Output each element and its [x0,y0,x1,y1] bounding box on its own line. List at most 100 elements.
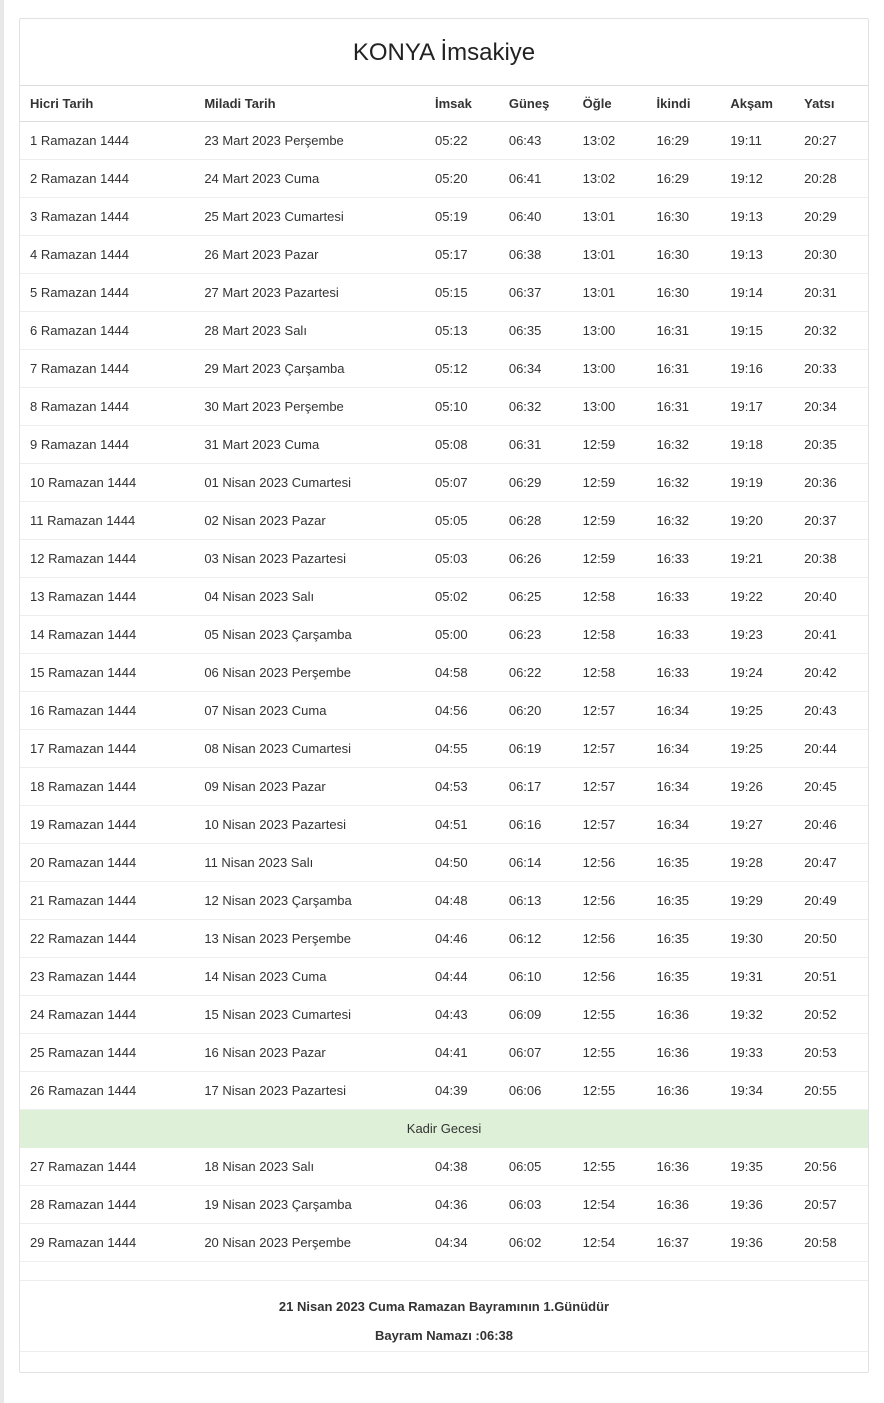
cell-ikindi: 16:30 [647,198,721,236]
cell-imsak: 04:48 [425,882,499,920]
kadir-gecesi-label: Kadir Gecesi [20,1110,868,1148]
cell-miladi: 18 Nisan 2023 Salı [194,1148,425,1186]
cell-hicri: 24 Ramazan 1444 [20,996,194,1034]
cell-aksam: 19:31 [720,958,794,996]
cell-aksam: 19:36 [720,1224,794,1262]
cell-ogle: 13:00 [573,350,647,388]
cell-ogle: 12:56 [573,958,647,996]
cell-imsak: 04:36 [425,1186,499,1224]
col-ogle: Öğle [573,86,647,122]
cell-hicri: 8 Ramazan 1444 [20,388,194,426]
cell-miladi: 14 Nisan 2023 Cuma [194,958,425,996]
cell-imsak: 05:02 [425,578,499,616]
cell-gunes: 06:35 [499,312,573,350]
cell-aksam: 19:26 [720,768,794,806]
cell-aksam: 19:30 [720,920,794,958]
cell-aksam: 19:17 [720,388,794,426]
cell-miladi: 31 Mart 2023 Cuma [194,426,425,464]
table-row: 27 Ramazan 144418 Nisan 2023 Salı04:3806… [20,1148,868,1186]
table-row: 25 Ramazan 144416 Nisan 2023 Pazar04:410… [20,1034,868,1072]
imsakiye-table: Hicri Tarih Miladi Tarih İmsak Güneş Öğl… [20,85,868,1262]
cell-ogle: 13:02 [573,160,647,198]
cell-miladi: 24 Mart 2023 Cuma [194,160,425,198]
table-row: 15 Ramazan 144406 Nisan 2023 Perşembe04:… [20,654,868,692]
cell-ikindi: 16:29 [647,122,721,160]
cell-imsak: 04:51 [425,806,499,844]
col-miladi: Miladi Tarih [194,86,425,122]
col-yatsi: Yatsı [794,86,868,122]
cell-yatsi: 20:44 [794,730,868,768]
cell-yatsi: 20:46 [794,806,868,844]
cell-aksam: 19:20 [720,502,794,540]
cell-miladi: 02 Nisan 2023 Pazar [194,502,425,540]
cell-ikindi: 16:33 [647,616,721,654]
cell-gunes: 06:23 [499,616,573,654]
cell-hicri: 13 Ramazan 1444 [20,578,194,616]
cell-imsak: 05:15 [425,274,499,312]
cell-imsak: 04:38 [425,1148,499,1186]
table-row: 13 Ramazan 144404 Nisan 2023 Salı05:0206… [20,578,868,616]
cell-aksam: 19:15 [720,312,794,350]
cell-miladi: 16 Nisan 2023 Pazar [194,1034,425,1072]
cell-imsak: 05:22 [425,122,499,160]
cell-gunes: 06:17 [499,768,573,806]
cell-aksam: 19:33 [720,1034,794,1072]
cell-ikindi: 16:33 [647,578,721,616]
cell-miladi: 28 Mart 2023 Salı [194,312,425,350]
col-ikindi: İkindi [647,86,721,122]
cell-ogle: 12:57 [573,806,647,844]
cell-ikindi: 16:36 [647,1186,721,1224]
cell-ikindi: 16:32 [647,426,721,464]
cell-hicri: 20 Ramazan 1444 [20,844,194,882]
cell-hicri: 10 Ramazan 1444 [20,464,194,502]
cell-gunes: 06:34 [499,350,573,388]
table-row: 14 Ramazan 144405 Nisan 2023 Çarşamba05:… [20,616,868,654]
cell-yatsi: 20:55 [794,1072,868,1110]
cell-ikindi: 16:37 [647,1224,721,1262]
cell-hicri: 15 Ramazan 1444 [20,654,194,692]
cell-ogle: 12:56 [573,844,647,882]
table-row: 20 Ramazan 144411 Nisan 2023 Salı04:5006… [20,844,868,882]
cell-ogle: 13:01 [573,236,647,274]
table-row: 5 Ramazan 144427 Mart 2023 Pazartesi05:1… [20,274,868,312]
cell-miladi: 10 Nisan 2023 Pazartesi [194,806,425,844]
cell-ikindi: 16:31 [647,350,721,388]
cell-gunes: 06:40 [499,198,573,236]
cell-hicri: 3 Ramazan 1444 [20,198,194,236]
cell-imsak: 04:41 [425,1034,499,1072]
cell-miladi: 23 Mart 2023 Perşembe [194,122,425,160]
cell-ogle: 12:58 [573,578,647,616]
cell-ikindi: 16:31 [647,312,721,350]
cell-imsak: 05:03 [425,540,499,578]
footer-line-bayram-namazi: Bayram Namazı :06:38 [20,1328,868,1343]
cell-imsak: 04:44 [425,958,499,996]
cell-gunes: 06:37 [499,274,573,312]
cell-gunes: 06:02 [499,1224,573,1262]
cell-hicri: 14 Ramazan 1444 [20,616,194,654]
cell-ogle: 12:59 [573,426,647,464]
cell-yatsi: 20:27 [794,122,868,160]
table-row: 10 Ramazan 144401 Nisan 2023 Cumartesi05… [20,464,868,502]
col-gunes: Güneş [499,86,573,122]
page-title: KONYA İmsakiye [20,39,868,67]
cell-miladi: 30 Mart 2023 Perşembe [194,388,425,426]
cell-hicri: 22 Ramazan 1444 [20,920,194,958]
cell-ogle: 12:55 [573,996,647,1034]
cell-aksam: 19:25 [720,692,794,730]
cell-hicri: 9 Ramazan 1444 [20,426,194,464]
cell-yatsi: 20:51 [794,958,868,996]
cell-ikindi: 16:33 [647,654,721,692]
cell-miladi: 26 Mart 2023 Pazar [194,236,425,274]
col-aksam: Akşam [720,86,794,122]
cell-ogle: 12:59 [573,540,647,578]
cell-ogle: 12:59 [573,464,647,502]
cell-ikindi: 16:31 [647,388,721,426]
cell-miladi: 27 Mart 2023 Pazartesi [194,274,425,312]
cell-ogle: 12:55 [573,1034,647,1072]
cell-hicri: 7 Ramazan 1444 [20,350,194,388]
cell-miladi: 15 Nisan 2023 Cumartesi [194,996,425,1034]
col-imsak: İmsak [425,86,499,122]
cell-ikindi: 16:35 [647,958,721,996]
cell-ogle: 12:56 [573,882,647,920]
table-row: 6 Ramazan 144428 Mart 2023 Salı05:1306:3… [20,312,868,350]
